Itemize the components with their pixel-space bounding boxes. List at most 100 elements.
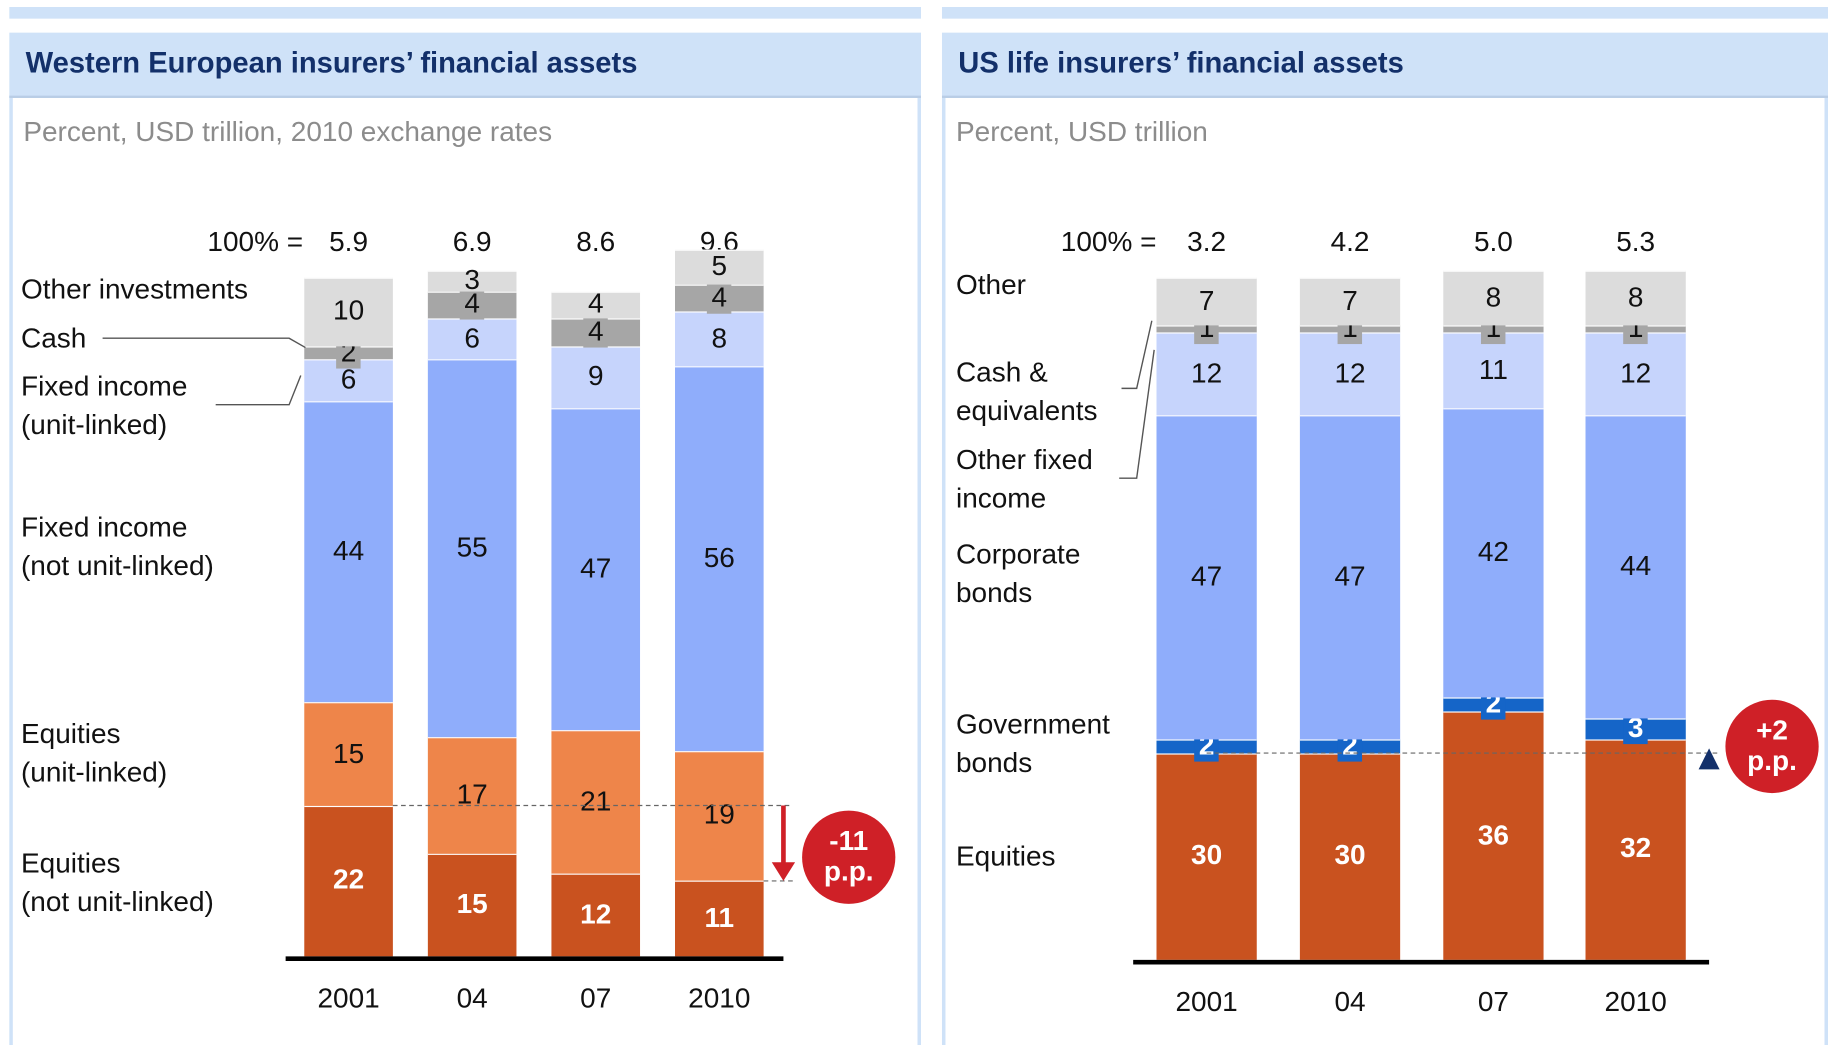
bar-segment bbox=[304, 805, 393, 957]
total-label: 100% = bbox=[207, 226, 304, 258]
bar-segment bbox=[1156, 332, 1257, 416]
x-tick-label: 2010 bbox=[1604, 986, 1667, 1019]
total-value: 8.6 bbox=[576, 226, 616, 258]
data-label: 19 bbox=[703, 799, 735, 831]
bar-segment bbox=[551, 291, 641, 319]
data-label: 3 bbox=[1623, 713, 1649, 745]
leader-line bbox=[102, 337, 306, 349]
chart-subtitle: Percent, USD trillion, 2010 exchange rat… bbox=[23, 116, 553, 149]
bar-segment bbox=[427, 270, 517, 292]
legend-label: Equities bbox=[955, 840, 1056, 873]
data-label: 4 bbox=[706, 282, 732, 314]
data-label: 4 bbox=[459, 289, 485, 321]
header-band bbox=[9, 32, 921, 98]
data-label: 15 bbox=[333, 737, 365, 770]
change-badge: -11 p.p. bbox=[802, 810, 896, 904]
data-label: 6 bbox=[464, 322, 480, 355]
bar-segment bbox=[1585, 270, 1686, 326]
total-value: 3.2 bbox=[1187, 226, 1227, 258]
x-tick-label: 07 bbox=[1477, 986, 1509, 1019]
panel-border bbox=[1824, 95, 1828, 1045]
legend-label: Fixed income (unit-linked) bbox=[20, 370, 188, 441]
data-label: 15 bbox=[456, 888, 488, 921]
chart-title: Western European insurers’ financial ass… bbox=[25, 46, 638, 80]
x-tick-label: 2001 bbox=[1175, 986, 1238, 1019]
data-label: 42 bbox=[1477, 536, 1509, 569]
total-value: 6.9 bbox=[452, 226, 492, 258]
legend-label: Equities (unit-linked) bbox=[20, 718, 168, 789]
bar-segment bbox=[1443, 408, 1544, 698]
legend-label: Government bonds bbox=[955, 709, 1110, 780]
x-tick-label: 07 bbox=[580, 983, 612, 1015]
change-arrow-head bbox=[1698, 748, 1720, 770]
data-label: 8 bbox=[711, 322, 728, 355]
data-label: 30 bbox=[1191, 840, 1223, 872]
leader-line bbox=[215, 375, 302, 406]
total-label: 100% = bbox=[1060, 226, 1157, 258]
x-tick-label: 04 bbox=[456, 983, 488, 1015]
data-label: 12 bbox=[1334, 357, 1366, 390]
data-label: 12 bbox=[1620, 357, 1652, 390]
legend-label: Other fixed income bbox=[955, 444, 1093, 515]
legend-label: Other investments bbox=[20, 274, 249, 306]
data-label: 10 bbox=[333, 295, 365, 327]
leader-line bbox=[1119, 349, 1155, 479]
data-label: 21 bbox=[580, 785, 612, 818]
total-value: 5.0 bbox=[1473, 226, 1513, 258]
bar-segment bbox=[551, 730, 641, 875]
data-label: 36 bbox=[1477, 819, 1509, 851]
bar-segment bbox=[1299, 277, 1401, 326]
header-strip bbox=[941, 6, 1828, 19]
data-label: 4 bbox=[583, 317, 609, 348]
bar-segment bbox=[551, 407, 641, 731]
chart-title: US life insurers’ financial assets bbox=[958, 46, 1404, 80]
data-label: 44 bbox=[1620, 550, 1652, 583]
data-label: 8 bbox=[1485, 281, 1502, 314]
data-label: 7 bbox=[1342, 285, 1358, 317]
bar-segment bbox=[1299, 415, 1401, 740]
panel-border bbox=[9, 95, 13, 1045]
bar-segment bbox=[1585, 739, 1686, 960]
leader-line bbox=[1121, 320, 1153, 390]
data-label: 47 bbox=[580, 552, 612, 585]
bar-segment bbox=[1299, 753, 1401, 960]
bar-segment bbox=[304, 277, 393, 347]
x-tick-label: 2001 bbox=[317, 983, 380, 1015]
data-label: 47 bbox=[1334, 560, 1366, 593]
x-tick-label: 04 bbox=[1334, 986, 1366, 1019]
data-label: 8 bbox=[1627, 281, 1644, 314]
bar-segment bbox=[304, 400, 393, 703]
bar-segment bbox=[1156, 415, 1257, 740]
data-label: 30 bbox=[1334, 840, 1366, 872]
header-strip bbox=[9, 6, 921, 19]
legend-label: Corporate bonds bbox=[955, 538, 1081, 609]
data-label: 9 bbox=[587, 360, 604, 393]
panel-border bbox=[941, 95, 946, 1045]
bar-segment bbox=[1585, 332, 1686, 416]
legend-label: Fixed income (not unit-linked) bbox=[20, 512, 214, 582]
change-arrow-head bbox=[771, 862, 796, 881]
data-label: 6 bbox=[340, 363, 357, 396]
data-label: 5 bbox=[711, 250, 728, 283]
change-badge: +2 p.p. bbox=[1725, 699, 1819, 794]
legend-label: Equities (not unit-linked) bbox=[20, 847, 214, 918]
bar-segment bbox=[427, 736, 517, 854]
bar-segment bbox=[675, 250, 764, 285]
data-label: 3 bbox=[464, 264, 480, 297]
data-label: 55 bbox=[456, 531, 488, 564]
legend-label: Cash & equivalents bbox=[955, 356, 1098, 427]
legend-label: Cash bbox=[20, 323, 87, 355]
data-label: 11 bbox=[704, 902, 735, 934]
bar-segment bbox=[1156, 277, 1257, 326]
data-label: 12 bbox=[1191, 357, 1223, 390]
bar-segment bbox=[1443, 270, 1544, 326]
legend-label: Other bbox=[955, 269, 1026, 301]
data-label: 32 bbox=[1620, 833, 1652, 865]
bar-segment bbox=[675, 880, 764, 957]
data-label: 11 bbox=[1478, 354, 1508, 386]
panel-border bbox=[917, 95, 921, 1045]
total-value: 4.2 bbox=[1330, 226, 1370, 258]
data-label: 56 bbox=[703, 542, 735, 574]
